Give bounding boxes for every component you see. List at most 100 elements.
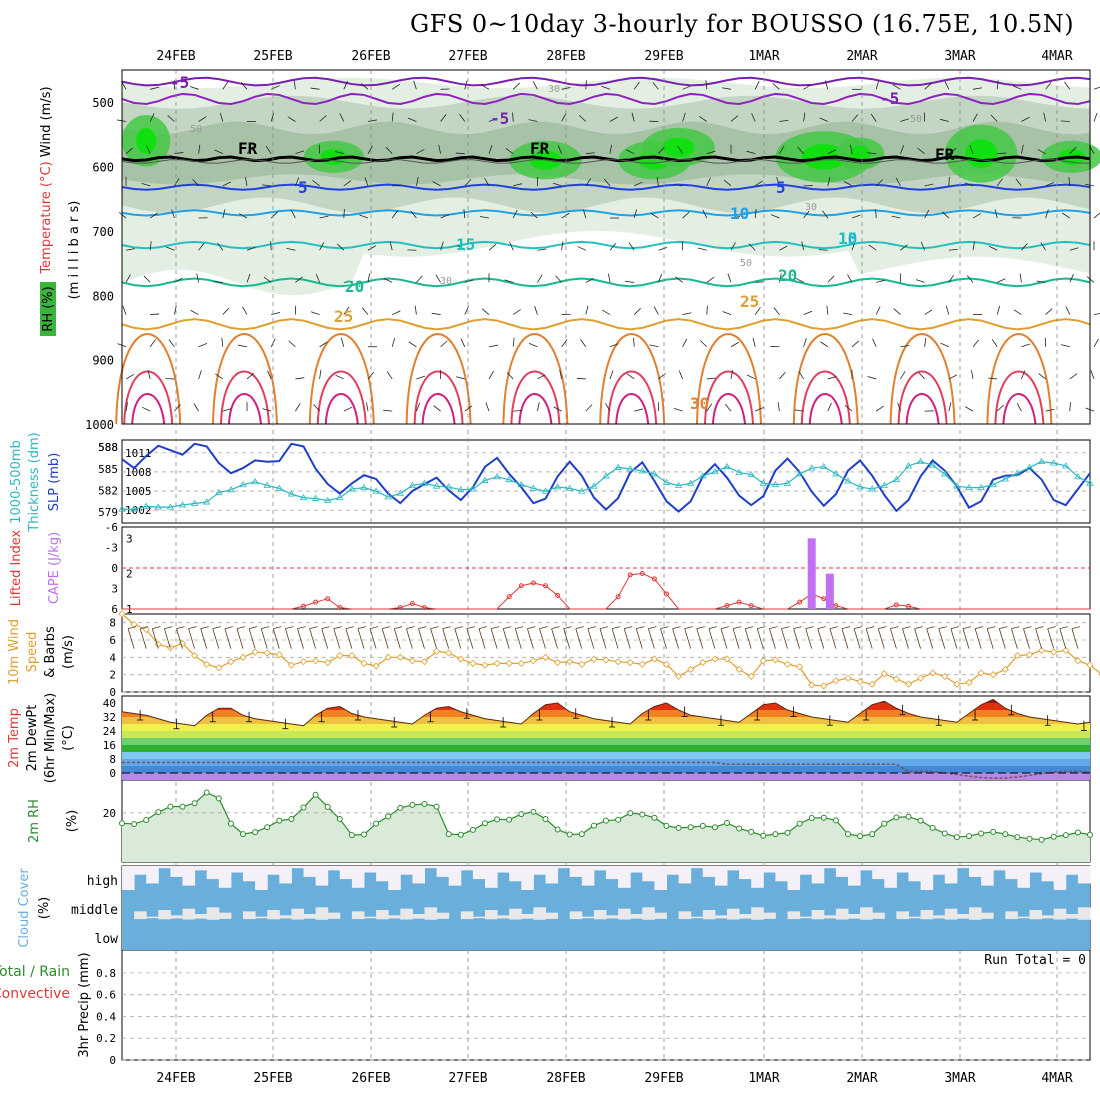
surface-wind-barb: [272, 628, 280, 649]
surface-wind-barb-tick: [902, 626, 911, 630]
wind-barb: [1093, 338, 1099, 347]
wind-barb: [776, 177, 780, 186]
wind-barb: [288, 340, 296, 348]
wind-marker: [808, 681, 816, 689]
surface-wind-barb-tick: [370, 626, 379, 630]
wind-barb: [972, 339, 980, 348]
cloud-middle-clear: [920, 910, 934, 920]
temp-tick-label: 0: [109, 767, 116, 780]
wind-barb: [504, 279, 514, 283]
surface-wind-barb-tick: [781, 626, 790, 630]
cloud-middle-clear: [690, 916, 704, 919]
wind-barb: [1021, 243, 1028, 251]
cloud-high-clear: [690, 866, 704, 869]
wind-barb: [1038, 373, 1046, 380]
wind-marker: [263, 649, 271, 657]
wind-marker: [892, 675, 900, 683]
isotherm-warm-tongue: [994, 370, 1045, 425]
thickness-tick-label: 579: [98, 506, 118, 519]
wind-barb: [464, 306, 469, 315]
cloud-high-clear: [146, 866, 159, 884]
date-label-bottom: 24FEB: [156, 1071, 195, 1086]
rh-contour-label: 30: [548, 84, 560, 95]
cloud-high-clear: [751, 866, 764, 888]
cloud-high-clear: [581, 866, 595, 886]
contour-label: 15: [456, 235, 475, 254]
cloud-high-clear: [1065, 866, 1079, 875]
lifted-tick-label: -3: [105, 542, 118, 555]
wind-barb: [966, 275, 974, 283]
wind-barb: [585, 404, 593, 412]
cloud-high-clear: [872, 866, 885, 880]
rh-marker: [784, 829, 791, 836]
thickness-marker: [723, 462, 731, 470]
surface-wind-barb: [1047, 628, 1055, 649]
wind-barb: [334, 151, 344, 155]
wind-barb: [826, 305, 829, 315]
wind-barb: [706, 377, 716, 380]
thickness-marker: [517, 480, 526, 488]
wind-barb: [754, 307, 761, 315]
rh-marker: [869, 831, 876, 838]
cloud-middle-clear: [291, 908, 304, 920]
wind-barb: [608, 273, 611, 283]
date-label-top: 1MAR: [748, 49, 779, 64]
wind-barb: [416, 149, 425, 155]
cloud-high-clear: [666, 866, 680, 875]
cloud-high-clear: [218, 866, 232, 888]
wind-marker: [711, 655, 719, 663]
axis-label-part: Speed: [25, 632, 40, 673]
thickness-marker: [916, 457, 925, 465]
rh-marker: [578, 831, 585, 838]
wind-barb: [408, 341, 417, 348]
surface-wind-barb-tick: [587, 626, 596, 630]
wind-barb: [948, 274, 955, 283]
slp-tick-label: 1008: [125, 466, 152, 479]
surface-wind-barb-tick: [503, 626, 512, 630]
wind-barb: [343, 306, 350, 315]
isotherm-warm-tongue: [502, 333, 569, 425]
date-label-top: 29FEB: [644, 49, 683, 64]
lifted-marker: [736, 599, 742, 605]
wind-barb: [697, 247, 707, 251]
surface-wind-barb: [514, 628, 522, 649]
surface-wind-barb-tick: [478, 626, 488, 630]
wind-marker: [287, 661, 295, 669]
pressure-tick-label: 800: [92, 289, 114, 303]
rh-marker: [820, 814, 827, 821]
wind-barb: [822, 210, 829, 219]
wind-marker: [989, 671, 997, 679]
surface-wind-barb-tick: [551, 626, 560, 630]
surface-wind-barb-tick: [309, 626, 318, 630]
wind-marker: [880, 670, 888, 678]
contour-label: FR: [238, 139, 258, 158]
wind-barb: [125, 374, 134, 380]
cloud-high-clear: [255, 866, 268, 890]
wind-barb: [924, 337, 927, 347]
rh-marker: [482, 820, 488, 827]
wind-barb: [948, 176, 950, 186]
cloud-high-clear: [920, 866, 934, 890]
chart-title: GFS 0~10day 3-hourly for BOUSSO (16.75E,…: [410, 10, 1075, 38]
wind-barb: [313, 404, 320, 412]
thickness-marker: [989, 480, 997, 488]
minmax-axis-label: (6hr Min/Max): [43, 693, 58, 783]
wind-barb: [1019, 273, 1022, 283]
surface-wind-barb: [938, 628, 946, 649]
wind-marker: [723, 655, 731, 663]
wind-barb: [431, 312, 441, 315]
wind-barb: [440, 214, 450, 219]
pressure-axis-label: (m i l l i b a r s): [67, 201, 82, 300]
surface-wind-barb: [1059, 628, 1067, 649]
temp-unit-label: (°C): [61, 725, 76, 751]
wind-barb: [366, 402, 369, 412]
wind-barb: [295, 377, 305, 380]
wind-barb: [582, 209, 587, 219]
wind-marker: [203, 660, 211, 668]
thickness-tick-label: 582: [98, 485, 118, 498]
wind-barb: [149, 241, 152, 251]
wind-barb: [705, 80, 708, 90]
wind-barb: [580, 339, 587, 347]
wind-barb: [367, 119, 377, 122]
